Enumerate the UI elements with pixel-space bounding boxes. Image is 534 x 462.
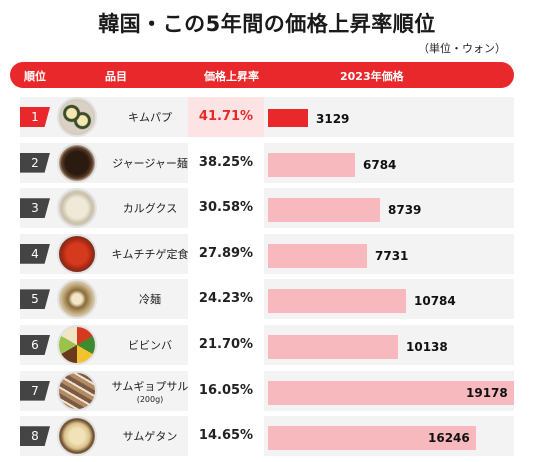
rank-badge: 4 (20, 243, 50, 264)
price-rate: 14.65% (198, 428, 254, 444)
price-label: 8739 (388, 203, 422, 218)
row-background (20, 97, 514, 137)
table-row: 5 冷麺 24.23% 10784 (20, 277, 514, 321)
price-label: 19178 (466, 385, 508, 400)
header-rank: 順位 (24, 70, 46, 83)
price-rate: 38.25% (198, 154, 254, 170)
page-title: 韓国・この5年間の価格上昇率順位 (98, 12, 436, 36)
price-rate: 27.89% (198, 245, 254, 261)
rate-cell: 30.58% (188, 188, 264, 229)
samgyetang-icon (57, 416, 97, 457)
bibimbap-icon (57, 325, 97, 365)
table-row: 3 カルグクス 30.58% 8739 (20, 186, 514, 230)
food-name-sub: (200g) (136, 394, 164, 404)
rate-cell: 41.71% (188, 97, 264, 137)
price-bar (268, 243, 367, 268)
food-name: キムチチゲ定食 (100, 232, 200, 276)
table-row: 6 ビビンバ 21.70% 10138 (20, 323, 514, 367)
price-label: 3129 (316, 112, 350, 126)
rank-badge: 2 (20, 152, 50, 173)
rank-badge: 6 (20, 335, 50, 355)
price-rate: 30.58% (198, 200, 254, 216)
table-row: 8 サムゲタン 14.65% 16246 (20, 414, 514, 458)
price-label: 6784 (363, 157, 397, 172)
price-label: 10784 (414, 294, 456, 309)
price-label: 16246 (428, 431, 470, 446)
rank-badge: 8 (20, 426, 50, 447)
kalguksu-icon (57, 188, 97, 229)
row-background (20, 188, 514, 229)
price-bar (268, 198, 380, 223)
price-rate: 16.05% (198, 382, 254, 398)
table-row: 4 キムチチゲ定食 27.89% 7731 (20, 232, 514, 276)
price-label: 10138 (406, 340, 448, 354)
price-bar (268, 289, 406, 314)
food-name-label: 冷麺 (139, 293, 161, 307)
food-name: サムギョプサル (200g) (100, 369, 200, 413)
rate-cell: 27.89% (188, 233, 264, 274)
price-bar (268, 426, 476, 451)
rate-cell: 24.23% (188, 279, 264, 320)
row-background (20, 279, 514, 320)
kimchi-jjigae-icon (57, 233, 97, 274)
price-rate: 21.70% (198, 337, 254, 352)
food-name-label: キムチチゲ定食 (111, 247, 189, 261)
table-header: 順位 品目 価格上昇率 2023年価格 (10, 62, 514, 88)
row-background (20, 233, 514, 274)
header-item: 品目 (105, 70, 127, 83)
food-name: カルグクス (100, 186, 200, 230)
food-name: サムゲタン (100, 414, 200, 458)
food-name: ジャージャー麺 (100, 141, 200, 185)
naengmyeon-icon (57, 279, 97, 320)
rate-cell: 38.25% (188, 142, 264, 183)
food-name-label: サムギョプサル (111, 379, 189, 393)
food-name: 冷麺 (100, 277, 200, 321)
header-rate: 価格上昇率 (204, 70, 259, 83)
rate-cell: 21.70% (188, 325, 264, 365)
kimbap-icon (57, 97, 97, 137)
food-name: ビビンバ (100, 323, 200, 367)
table-row: 7 サムギョプサル (200g) 16.05% 19178 (20, 369, 514, 413)
rank-badge: 7 (20, 380, 50, 401)
price-bar (268, 109, 308, 127)
jajangmyeon-icon (57, 142, 97, 183)
food-name-label: サムゲタン (122, 430, 178, 444)
unit-note: （単位・ウォン） (418, 42, 506, 55)
food-name-label: キムパプ (128, 111, 172, 124)
rank-badge: 1 (20, 107, 50, 127)
rate-cell: 16.05% (188, 370, 264, 411)
rank-badge: 5 (20, 289, 50, 310)
food-name-label: カルグクス (122, 202, 178, 216)
table-row: 2 ジャージャー麺 38.25% 6784 (20, 141, 514, 185)
row-background (20, 142, 514, 183)
price-bar (268, 380, 514, 405)
price-label: 7731 (375, 248, 409, 263)
header-price: 2023年価格 (340, 70, 404, 83)
samgyeopsal-icon (57, 370, 97, 411)
food-name: キムパプ (100, 95, 200, 139)
rate-cell: 14.65% (188, 416, 264, 457)
row-background (20, 325, 514, 365)
food-name-label: ジャージャー麺 (112, 156, 188, 170)
rank-badge: 3 (20, 198, 50, 219)
price-bar (268, 152, 355, 177)
price-bar (268, 335, 398, 359)
price-rate: 41.71% (198, 109, 254, 124)
food-name-label: ビビンバ (128, 339, 172, 352)
price-rate: 24.23% (198, 291, 254, 307)
table-row: 1 キムパプ 41.71% 3129 (20, 95, 514, 139)
